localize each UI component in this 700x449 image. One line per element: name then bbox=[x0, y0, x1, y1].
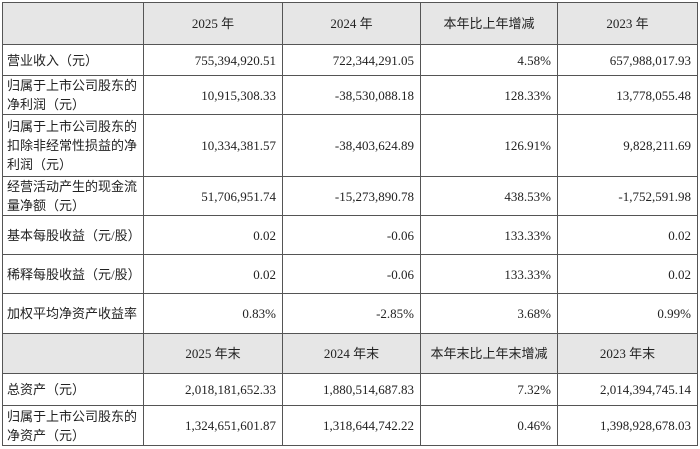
value-cell: 4.58% bbox=[420, 44, 558, 76]
value-cell: 9,828,211.69 bbox=[557, 114, 698, 177]
header-cell bbox=[2, 333, 144, 374]
value-cell: 13,778,055.48 bbox=[557, 75, 698, 115]
value-cell: 657,988,017.93 bbox=[557, 44, 698, 76]
value-cell: 1,318,644,742.22 bbox=[282, 405, 421, 446]
data-row: 基本每股收益（元/股） 0.02 -0.06 133.33% 0.02 bbox=[2, 215, 698, 255]
row-label: 归属于上市公司股东的净利润（元） bbox=[2, 75, 144, 115]
value-cell: -38,403,624.89 bbox=[282, 114, 421, 177]
value-cell: 7.32% bbox=[420, 373, 558, 406]
value-cell: 51,706,951.74 bbox=[143, 176, 283, 216]
header-row: 2025 年末 2024 年末 本年末比上年末增减 2023 年末 bbox=[2, 333, 698, 374]
value-cell: 0.83% bbox=[143, 293, 283, 334]
value-cell: 1,398,928,678.03 bbox=[557, 405, 698, 446]
value-cell: 128.33% bbox=[420, 75, 558, 115]
value-cell: 0.02 bbox=[143, 215, 283, 255]
row-label: 基本每股收益（元/股） bbox=[2, 215, 144, 255]
value-cell: 1,880,514,687.83 bbox=[282, 373, 421, 406]
value-cell: 722,344,291.05 bbox=[282, 44, 421, 76]
header-cell: 2023 年 bbox=[557, 2, 698, 45]
row-label: 营业收入（元） bbox=[2, 44, 144, 76]
data-row: 加权平均净资产收益率 0.83% -2.85% 3.68% 0.99% bbox=[2, 293, 698, 334]
value-cell: 133.33% bbox=[420, 215, 558, 255]
data-row: 总资产（元） 2,018,181,652.33 1,880,514,687.83 7.… bbox=[2, 373, 698, 406]
value-cell: 0.46% bbox=[420, 405, 558, 446]
value-cell: 126.91% bbox=[420, 114, 558, 177]
value-cell: 1,324,651,601.87 bbox=[143, 405, 283, 446]
data-row: 归属于上市公司股东的扣除非经常性损益的净利润（元） 10,334,381.57 -3… bbox=[2, 114, 698, 177]
value-cell: -2.85% bbox=[282, 293, 421, 334]
value-cell: 10,334,381.57 bbox=[143, 114, 283, 177]
header-cell: 2025 年 bbox=[143, 2, 283, 45]
header-row: 2025 年 2024 年本年比上年增减 2023 年 bbox=[2, 2, 698, 45]
value-cell: -0.06 bbox=[282, 254, 421, 294]
data-row: 营业收入（元） 755,394,920.51 722,344,291.05 4.58%… bbox=[2, 44, 698, 76]
value-cell: 2,018,181,652.33 bbox=[143, 373, 283, 406]
data-row: 归属于上市公司股东的净利润（元） 10,915,308.33 -38,530,088… bbox=[2, 75, 698, 115]
value-cell: 0.02 bbox=[557, 215, 698, 255]
row-label: 总资产（元） bbox=[2, 373, 144, 406]
value-cell: -0.06 bbox=[282, 215, 421, 255]
value-cell: -1,752,591.98 bbox=[557, 176, 698, 216]
row-label: 归属于上市公司股东的净资产（元） bbox=[2, 405, 144, 446]
value-cell: -15,273,890.78 bbox=[282, 176, 421, 216]
value-cell: 2,014,394,745.14 bbox=[557, 373, 698, 406]
value-cell: 0.99% bbox=[557, 293, 698, 334]
value-cell: 133.33% bbox=[420, 254, 558, 294]
row-label: 经营活动产生的现金流量净额（元） bbox=[2, 176, 144, 216]
row-label: 归属于上市公司股东的扣除非经常性损益的净利润（元） bbox=[2, 114, 144, 177]
header-cell: 2024 年末 bbox=[282, 333, 421, 374]
header-cell: 2025 年末 bbox=[143, 333, 283, 374]
header-cell: 2024 年 bbox=[282, 2, 421, 45]
row-label: 稀释每股收益（元/股） bbox=[2, 254, 144, 294]
value-cell: 438.53% bbox=[420, 176, 558, 216]
data-row: 经营活动产生的现金流量净额（元） 51,706,951.74 -15,273,890… bbox=[2, 176, 698, 216]
header-cell: 本年比上年增减 bbox=[420, 2, 558, 45]
value-cell: 0.02 bbox=[557, 254, 698, 294]
value-cell: 755,394,920.51 bbox=[143, 44, 283, 76]
header-cell: 2023 年末 bbox=[557, 333, 698, 374]
data-row: 稀释每股收益（元/股） 0.02 -0.06 133.33% 0.02 bbox=[2, 254, 698, 294]
value-cell: 10,915,308.33 bbox=[143, 75, 283, 115]
row-label: 加权平均净资产收益率 bbox=[2, 293, 144, 334]
value-cell: 3.68% bbox=[420, 293, 558, 334]
header-cell: 本年末比上年末增减 bbox=[420, 333, 558, 374]
header-cell bbox=[2, 2, 144, 45]
value-cell: -38,530,088.18 bbox=[282, 75, 421, 115]
data-row: 归属于上市公司股东的净资产（元） 1,324,651,601.87 1,318,64… bbox=[2, 405, 698, 446]
value-cell: 0.02 bbox=[143, 254, 283, 294]
